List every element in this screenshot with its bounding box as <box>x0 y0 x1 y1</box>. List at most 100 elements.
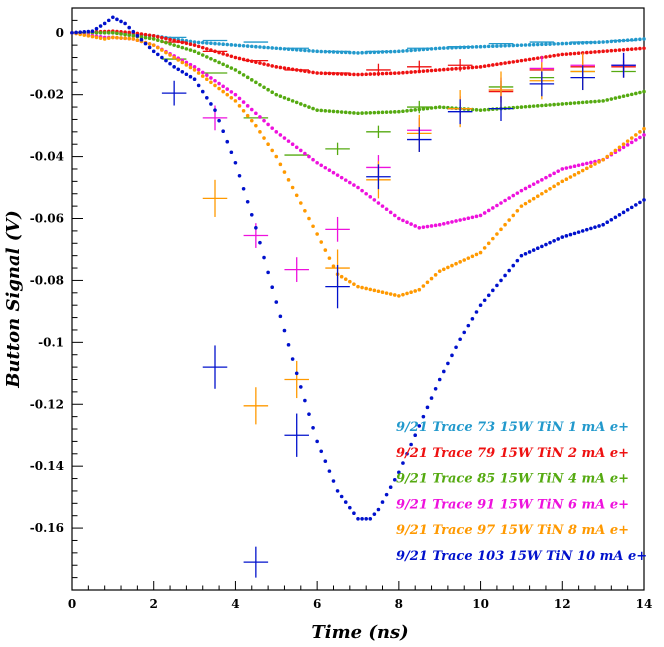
trace-point <box>282 136 287 140</box>
trace-point <box>94 35 99 40</box>
trace-point <box>245 199 250 204</box>
trace-point <box>335 109 340 114</box>
trace-point <box>397 71 401 75</box>
trace-point <box>638 200 642 205</box>
x-axis-title: Time (ns) <box>311 622 408 643</box>
series-1 <box>70 29 646 98</box>
trace-point <box>94 30 99 35</box>
trace-point <box>474 65 479 69</box>
trace-point <box>266 270 270 275</box>
trace-point <box>511 263 516 268</box>
trace-point <box>180 45 185 50</box>
trace-point <box>507 268 511 273</box>
trace-point <box>392 293 397 297</box>
trace-point <box>323 165 328 170</box>
trace-point <box>409 70 413 74</box>
trace-point <box>299 201 303 205</box>
trace-point <box>262 62 266 66</box>
trace-point <box>409 442 413 447</box>
trace-point <box>262 255 266 260</box>
trace-point <box>233 68 238 72</box>
trace-point <box>127 30 131 35</box>
trace-point <box>413 48 418 52</box>
trace-point <box>184 63 189 67</box>
trace-point <box>634 203 638 207</box>
x-tick-label: 6 <box>313 597 321 611</box>
trace-point <box>372 198 377 202</box>
trace-point <box>299 148 303 153</box>
trace-point <box>237 104 242 108</box>
trace-point <box>564 234 569 238</box>
trace-point <box>319 71 324 75</box>
trace-point <box>266 122 270 127</box>
trace-point <box>229 150 234 155</box>
trace-point <box>621 142 626 147</box>
trace-point <box>491 206 495 210</box>
trace-point <box>319 49 324 54</box>
trace-point <box>258 240 262 245</box>
trace-point <box>188 62 193 67</box>
trace-point <box>482 298 487 303</box>
trace-point <box>319 108 324 113</box>
trace-point <box>209 56 213 61</box>
trace-point <box>625 139 630 143</box>
trace-point <box>499 278 503 283</box>
trace-point <box>470 254 475 259</box>
trace-point <box>548 173 552 178</box>
trace-point <box>433 223 438 228</box>
trace-point <box>462 217 467 221</box>
trace-point <box>139 32 144 36</box>
trace-point <box>597 224 601 228</box>
trace-point <box>597 99 601 103</box>
trace-point <box>397 109 401 114</box>
trace-point <box>413 289 418 293</box>
trace-point <box>531 42 536 47</box>
trace-point <box>323 108 328 113</box>
trace-point <box>458 337 462 342</box>
trace-point <box>311 425 315 430</box>
trace-point <box>131 29 136 34</box>
trace-point <box>544 55 548 59</box>
trace-point <box>217 42 221 46</box>
trace-point <box>589 226 593 231</box>
trace-point <box>384 110 389 114</box>
trace-point <box>478 108 483 112</box>
trace-point <box>209 102 213 106</box>
legend-entry-4: 9/21 Trace 97 15W TiN 8 mA e+ <box>396 523 629 538</box>
trace-point <box>245 104 250 108</box>
trace-point <box>495 232 499 236</box>
trace-point <box>531 248 536 252</box>
trace-point <box>196 44 201 49</box>
trace-point <box>205 73 209 77</box>
trace-point <box>348 279 352 284</box>
legend-entry-2: 9/21 Trace 85 15W TiN 4 mA e+ <box>396 472 629 487</box>
trace-point <box>225 64 230 68</box>
trace-point <box>495 203 499 208</box>
trace-point <box>527 104 532 109</box>
trace-point <box>515 191 520 195</box>
trace-point <box>196 71 201 75</box>
trace-point <box>417 424 422 428</box>
trace-point <box>184 72 189 77</box>
trace-point <box>401 292 405 297</box>
trace-point <box>380 290 385 294</box>
trace-point <box>372 72 377 76</box>
trace-point <box>258 45 262 49</box>
trace-point <box>274 154 279 159</box>
trace-point <box>254 111 258 116</box>
trace-point <box>568 232 573 237</box>
trace-point <box>486 63 491 68</box>
trace-point <box>290 185 295 190</box>
trace-point <box>466 216 471 221</box>
trace-point <box>200 45 205 50</box>
trace-point <box>376 507 381 512</box>
trace-point <box>249 107 254 112</box>
trace-point <box>409 108 413 113</box>
trace-point <box>491 236 495 241</box>
trace-point <box>470 65 475 70</box>
trace-point <box>229 66 234 70</box>
trace-point <box>307 48 311 53</box>
trace-point <box>323 248 328 252</box>
trace-point <box>417 225 422 230</box>
trace-point <box>613 148 618 153</box>
